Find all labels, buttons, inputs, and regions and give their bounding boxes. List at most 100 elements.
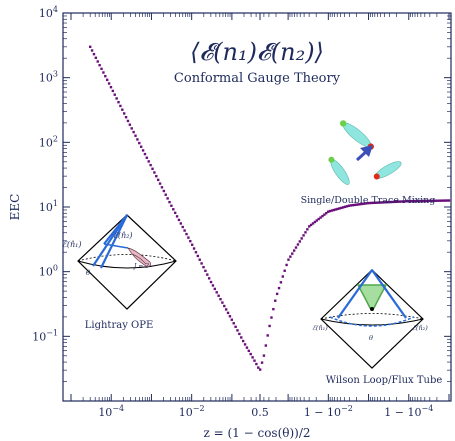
data-point	[162, 189, 166, 193]
data-point	[255, 362, 258, 366]
data-point	[411, 199, 415, 203]
data-point	[325, 211, 328, 215]
data-point	[444, 199, 447, 202]
data-point	[413, 199, 417, 203]
data-point	[391, 200, 394, 204]
data-point	[187, 236, 190, 239]
data-point	[323, 213, 326, 216]
lightray-e2-label: ℰ(n̂₂)	[113, 231, 132, 240]
data-point	[294, 246, 298, 249]
data-point	[262, 354, 266, 357]
data-point	[277, 286, 281, 290]
x-tick-label: 1 − 10−4	[384, 404, 433, 419]
data-point	[353, 203, 356, 207]
x-tick-label: 0.5	[251, 406, 269, 419]
data-point	[291, 252, 294, 255]
data-point	[139, 145, 143, 148]
data-point	[166, 197, 169, 200]
data-point	[398, 200, 402, 203]
wilson-vertex	[370, 307, 374, 311]
data-point	[223, 304, 226, 308]
data-point	[338, 207, 341, 210]
lightray-curl	[127, 247, 151, 268]
data-point	[436, 199, 439, 202]
lightray-ray-2	[100, 214, 128, 269]
data-point	[105, 78, 109, 82]
data-point	[179, 222, 183, 225]
data-point	[362, 202, 366, 205]
data-point	[359, 202, 362, 206]
data-point	[164, 193, 167, 196]
data-point	[370, 201, 373, 205]
data-point	[98, 63, 101, 67]
data-point	[423, 199, 426, 203]
data-point	[387, 200, 390, 204]
data-point	[298, 240, 302, 243]
y-tick-label: 103	[39, 70, 58, 85]
data-point	[279, 281, 283, 284]
data-point	[194, 251, 198, 254]
data-point	[238, 332, 241, 336]
lightray-j-label: J = 3	[132, 263, 149, 270]
data-point	[270, 316, 273, 319]
data-point	[224, 308, 228, 311]
data-point	[274, 299, 277, 302]
data-point	[241, 339, 245, 343]
data-point	[289, 255, 292, 258]
chart-title: ⟨𝓔(n₁)𝓔(n₂)⟩	[190, 38, 324, 66]
mixing-tube-right	[373, 161, 402, 180]
wilson-e2-label: ℰ(n̂₂)	[412, 323, 428, 332]
data-point	[334, 208, 337, 211]
data-point	[132, 130, 135, 134]
data-point	[240, 336, 243, 339]
data-point	[236, 329, 239, 332]
lightray-ope-diagram: ℰ(n̂₁) ℰ(n̂₂) θ J = 3 Lightray OPE	[62, 214, 177, 331]
data-point	[400, 200, 403, 203]
data-point	[410, 199, 413, 203]
data-point	[247, 349, 251, 353]
data-point	[332, 208, 335, 212]
trace-mixing-diagram: Single/Double Trace Mixing	[301, 120, 435, 206]
axis-ticks	[63, 12, 451, 402]
data-point	[230, 318, 234, 321]
data-point	[134, 134, 137, 137]
data-point	[96, 60, 99, 63]
lightray-ray-3	[103, 214, 128, 245]
data-point	[351, 203, 354, 207]
data-point	[215, 291, 218, 294]
data-point	[138, 141, 141, 145]
data-point	[177, 218, 181, 222]
data-point	[349, 204, 352, 207]
data-point	[343, 205, 347, 209]
data-point	[258, 368, 262, 371]
data-point	[389, 200, 392, 204]
data-point	[266, 334, 269, 337]
data-point	[175, 215, 179, 218]
data-point	[396, 200, 400, 203]
data-point	[153, 171, 156, 174]
data-point	[181, 225, 184, 229]
data-point	[130, 127, 133, 130]
data-point	[121, 108, 124, 111]
data-point	[296, 243, 300, 246]
data-point	[206, 273, 209, 276]
mixing-arrow-head	[360, 145, 373, 157]
data-point	[315, 219, 319, 222]
wilson-loop-path	[329, 316, 415, 327]
data-point	[190, 243, 194, 246]
lightray-lower-arc	[77, 260, 177, 269]
data-point	[445, 199, 449, 202]
lightray-e1-label: ℰ(n̂₁)	[62, 240, 81, 249]
data-points	[88, 45, 451, 371]
data-point	[107, 82, 111, 85]
data-point	[94, 56, 98, 60]
wilson-caption: Wilson Loop/Flux Tube	[326, 375, 443, 386]
data-point	[285, 263, 288, 267]
data-point	[196, 254, 200, 258]
data-point	[311, 222, 315, 225]
data-point	[183, 229, 186, 232]
data-point	[415, 199, 419, 203]
y-tick-labels: 10−1 100 101 102 103 104	[32, 5, 58, 343]
data-point	[124, 116, 128, 119]
data-point	[281, 275, 285, 278]
